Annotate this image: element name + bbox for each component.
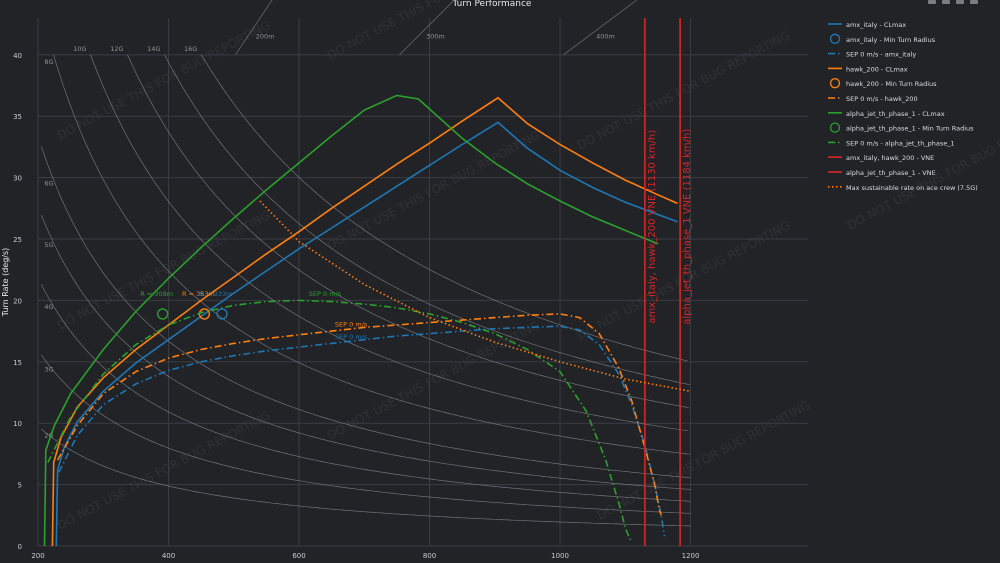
axis-layer: 200 400 600 800 1000 1200 0 5 10 15 20 25 30 35 40 [13, 52, 699, 560]
min-turn-radius-label: R = 333m [200, 290, 233, 298]
legend-entry: hawk_200 - CLmax [846, 65, 908, 73]
y-tick-label: 25 [13, 236, 22, 244]
y-tick-label: 35 [13, 113, 22, 121]
radius-line-label: 200m [256, 32, 275, 40]
watermark-text: DO NOT USE THIS FOR BUG REPORTING [595, 398, 813, 523]
y-tick-label: 20 [13, 297, 22, 305]
series-line [47, 299, 632, 541]
legend-entry: alpha_jet_th_phase_1 - Min Turn Radius [846, 125, 974, 133]
g-line-label: 8G [44, 58, 53, 66]
legend-marker [829, 33, 841, 44]
min-turn-radius-marker [216, 308, 228, 320]
legend-marker [829, 122, 841, 133]
min-turn-radius-label: R = 308m [140, 290, 173, 298]
series-line [55, 121, 678, 547]
series-line [51, 96, 678, 547]
g-line-label: 5G [44, 241, 53, 249]
g-line [127, 54, 689, 409]
x-tick-label: 200 [31, 552, 44, 560]
zoom-icon[interactable] [942, 0, 950, 4]
legend-entry: SEP 0 m/s - alpha_jet_th_phase_1 [846, 139, 955, 147]
x-tick-label: 400 [162, 552, 175, 560]
legend-marker [829, 78, 841, 89]
g-line [164, 54, 690, 386]
series-line [43, 94, 659, 547]
x-tick-label: 1200 [682, 552, 700, 560]
sep-label: SEP 0 m/s [335, 321, 368, 329]
g-line [201, 54, 688, 362]
y-tick-label: 15 [13, 359, 22, 367]
g-line-label: 14G [147, 45, 160, 53]
vne-line-label: alpha_jet_th_phase_1 VNE (1184 km/h) [682, 129, 693, 325]
y-tick-label: 30 [13, 175, 22, 183]
legend-entry: Max sustainable rate on ace crew (7.5G) [846, 184, 978, 192]
series-line [58, 325, 666, 537]
x-tick-label: 600 [292, 552, 305, 560]
vne-line-label: amx_italy, hawk_200 VNE (1130 km/h) [647, 130, 658, 324]
g-line [41, 354, 691, 514]
g-line [40, 146, 691, 479]
radius-line-label: 400m [596, 32, 615, 40]
g-line [41, 428, 691, 527]
g-line-label: 4G [44, 303, 53, 311]
chart-toolbar[interactable] [928, 0, 978, 4]
y-tick-label: 10 [13, 420, 22, 428]
min-turn-radius-marker [156, 308, 169, 320]
min-turn-radius-label: R = 353m [182, 290, 215, 298]
g-line-label: 12G [110, 45, 123, 53]
series-layer: R = 333m SEP 0 m/s R = 353m SEP 0 m/s R = 30… [43, 18, 693, 547]
y-axis-label: Turn Rate (deg/s) [1, 248, 10, 318]
legend[interactable]: amx_italy - CLmax amx_italy - Min Turn Ra… [828, 21, 978, 192]
y-tick-label: 0 [18, 543, 22, 551]
x-tick-label: 1000 [551, 552, 569, 560]
sep-label: SEP 0 m/s [335, 333, 368, 341]
sep-label: SEP 0 m/s [309, 290, 342, 298]
g-line [53, 54, 690, 455]
camera-icon[interactable] [928, 0, 936, 4]
guide-lines-layer: 2G 3G 4G 5G 6G 8G 10G 12G 14G 16G 200m 300m 400m [40, 0, 691, 527]
y-tick-label: 5 [18, 482, 22, 490]
legend-entry: hawk_200 - Min Turn Radius [846, 80, 937, 88]
y-tick-label: 40 [13, 52, 22, 60]
legend-entry: alpha_jet_th_phase_1 - VNE [846, 169, 936, 177]
series-line [259, 200, 691, 393]
g-line [40, 214, 691, 490]
g-line-label: 10G [73, 45, 86, 53]
g-line [40, 284, 691, 502]
legend-entry: amx_italy - Min Turn Radius [846, 36, 936, 44]
g-line-label: 16G [184, 45, 197, 53]
chart-title: Turn Performance [452, 0, 532, 9]
radius-line [563, 0, 638, 56]
x-tick-label: 800 [423, 552, 436, 560]
legend-entry: amx_italy - CLmax [846, 21, 906, 29]
g-line [90, 54, 688, 432]
watermark-text: DO NOT USE THIS FOR BUG REPORTING [325, 0, 543, 63]
pan-icon[interactable] [956, 0, 964, 4]
series-line [56, 313, 662, 516]
radius-line-label: 300m [426, 32, 445, 40]
g-line-label: 2G [44, 432, 53, 440]
watermark-text: DO NOT USE THIS FOR BUG REPORTING [55, 408, 273, 533]
legend-entry: amx_italy, hawk_200 - VNE [846, 154, 934, 162]
g-line-label: 3G [44, 366, 53, 374]
radius-line [399, 0, 455, 56]
legend-entry: SEP 0 m/s - hawk_200 [846, 95, 918, 103]
home-icon[interactable] [970, 0, 978, 4]
legend-entry: alpha_jet_th_phase_1 - CLmax [846, 110, 945, 118]
legend-entry: SEP 0 m/s - amx_italy [846, 51, 916, 59]
watermark-text: DO NOT USE THIS FOR BUG REPORTING [55, 208, 273, 333]
g-line-label: 6G [44, 180, 53, 188]
